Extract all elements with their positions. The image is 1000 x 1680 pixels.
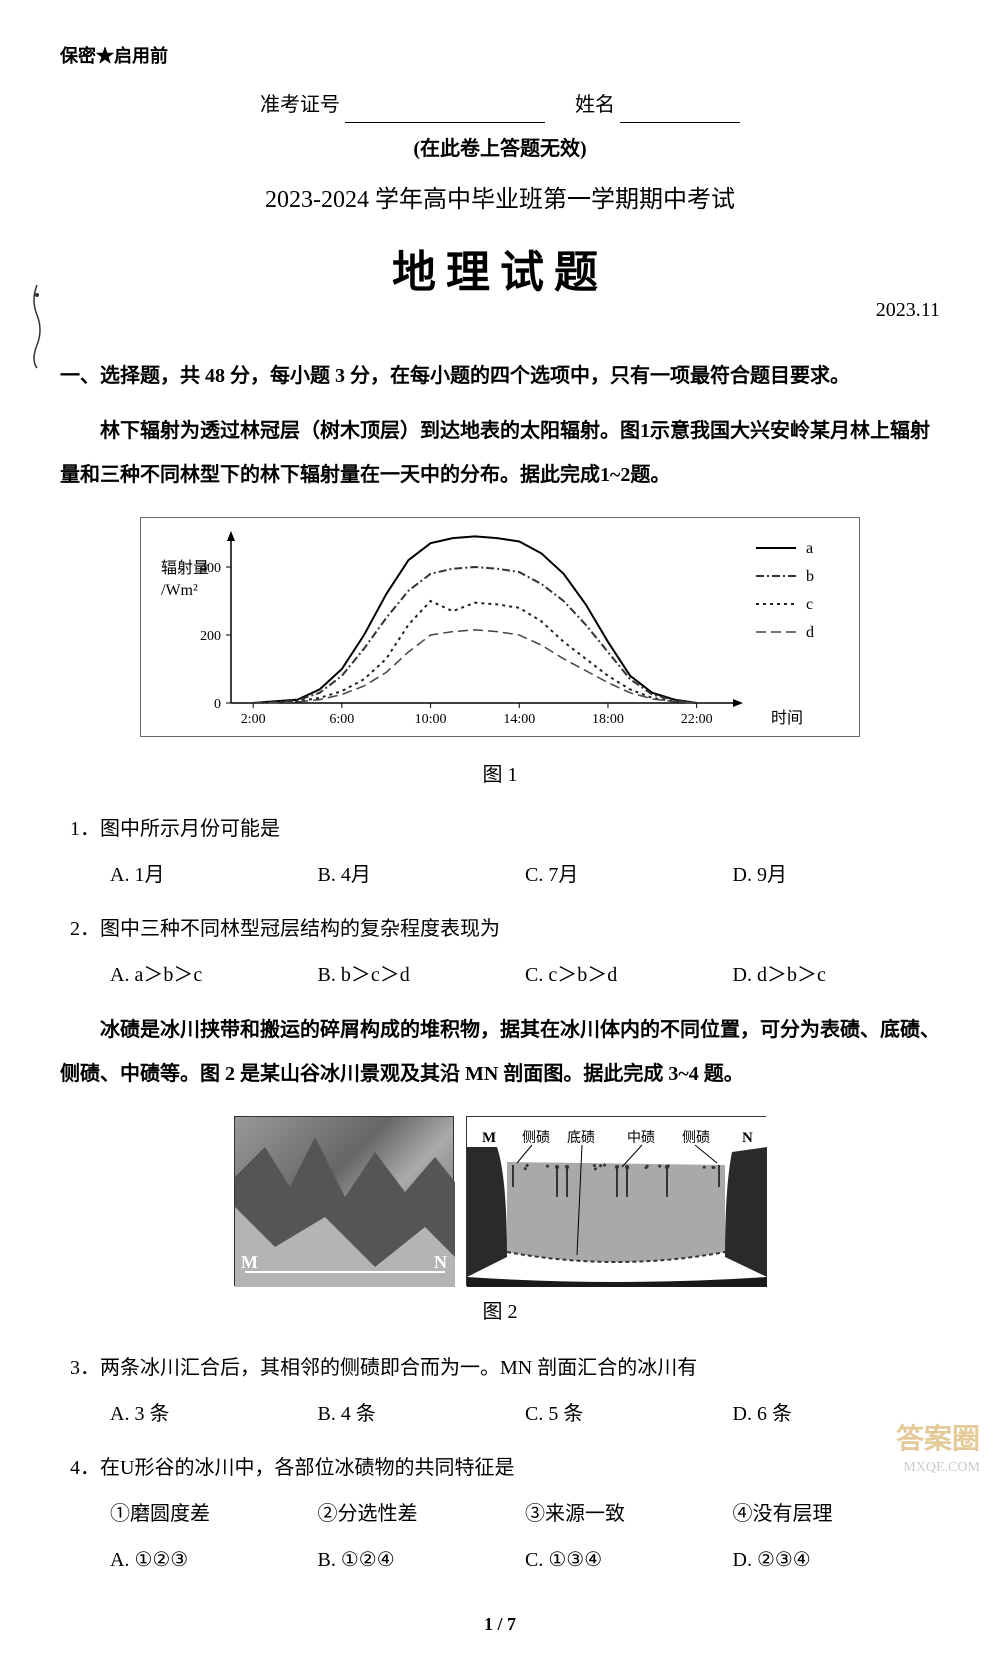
q4-D[interactable]: D. ②③④ [733,1542,941,1578]
svg-text:14:00: 14:00 [503,712,535,727]
svg-text:6:00: 6:00 [329,712,354,727]
q1-options: A. 1月 B. 4月 C. 7月 D. 9月 [60,857,940,893]
q4-o4: ④没有层理 [733,1496,941,1532]
svg-text:c: c [806,596,813,613]
figure2-photo-N: N [434,1246,447,1278]
svg-text:底碛: 底碛 [567,1130,595,1146]
svg-text:0: 0 [214,697,221,712]
q4-o2: ②分选性差 [318,1496,526,1532]
q2-D[interactable]: D. d＞b＞c [733,957,941,993]
q3-A[interactable]: A. 3 条 [110,1396,318,1432]
q3-C[interactable]: C. 5 条 [525,1396,733,1432]
figure2-container: M N M 侧碛 底碛 中碛 侧碛 N 图 2 [200,1116,800,1330]
q3-B[interactable]: B. 4 条 [318,1396,526,1432]
svg-text:2:00: 2:00 [241,712,266,727]
q3-text: 3．两条冰川汇合后，其相邻的侧碛即合而为一。MN 剖面汇合的冰川有 [60,1350,940,1386]
figure2-photo-M: M [241,1246,258,1278]
svg-text:b: b [806,568,814,585]
q4-options: A. ①②③ B. ①②④ C. ①③④ D. ②③④ [60,1542,940,1578]
svg-text:N: N [742,1130,753,1146]
q2-B[interactable]: B. b＞c＞d [318,957,526,993]
q4-B[interactable]: B. ①②④ [318,1542,526,1578]
passage2: 冰碛是冰川挟带和搬运的碎屑构成的堆积物，据其在冰川体内的不同位置，可分为表碛、底… [60,1008,940,1096]
figure2-cross-section: M 侧碛 底碛 中碛 侧碛 N [466,1116,766,1286]
figure2-caption: 图 2 [200,1294,800,1330]
chart1-caption: 图 1 [60,757,940,793]
q3-options: A. 3 条 B. 4 条 C. 5 条 D. 6 条 [60,1396,940,1432]
q4-C[interactable]: C. ①③④ [525,1542,733,1578]
svg-text:辐射量: 辐射量 [161,559,209,577]
q1-text: 1．图中所示月份可能是 [60,811,940,847]
figure2-photo: M N [234,1116,454,1286]
svg-text:18:00: 18:00 [592,712,624,727]
svg-text:中碛: 中碛 [627,1130,655,1146]
name-label: 姓名 [575,94,615,116]
svg-text:d: d [806,624,814,641]
header-secret: 保密★启用前 [60,40,940,72]
page-number: 1 / 7 [60,1608,940,1640]
ticket-label: 准考证号 [260,94,340,116]
svg-text:22:00: 22:00 [681,712,713,727]
q4-o3: ③来源一致 [525,1496,733,1532]
q1-A[interactable]: A. 1月 [110,857,318,893]
q1-D[interactable]: D. 9月 [733,857,941,893]
header-ticket-line: 准考证号 姓名 [60,87,940,123]
q4-text: 4．在U形谷的冰川中，各部位冰碛物的共同特征是 [60,1450,940,1486]
svg-text:侧碛: 侧碛 [682,1130,710,1146]
chart1: 02004002:006:0010:0014:0018:0022:00辐射量/W… [140,517,860,737]
name-blank[interactable] [620,101,740,123]
side-decoration [25,280,49,370]
q1-B[interactable]: B. 4月 [318,857,526,893]
header-exam: 2023-2024 学年高中毕业班第一学期期中考试 [60,179,940,222]
q1-C[interactable]: C. 7月 [525,857,733,893]
q2-A[interactable]: A. a＞b＞c [110,957,318,993]
q4-A[interactable]: A. ①②③ [110,1542,318,1578]
svg-text:a: a [806,540,813,557]
header-note: (在此卷上答题无效) [60,131,940,167]
q2-C[interactable]: C. c＞b＞d [525,957,733,993]
q2-options: A. a＞b＞c B. b＞c＞d C. c＞b＞d D. d＞b＞c [60,957,940,993]
svg-text:时间: 时间 [771,709,803,727]
q3-D[interactable]: D. 6 条 [733,1396,941,1432]
svg-text:M: M [482,1130,496,1146]
q2-text: 2．图中三种不同林型冠层结构的复杂程度表现为 [60,911,940,947]
svg-text:/Wm²: /Wm² [161,582,198,599]
ticket-blank[interactable] [345,101,545,123]
section1-title: 一、选择题，共 48 分，每小题 3 分，在每小题的四个选项中，只有一项最符合题… [60,358,940,394]
svg-text:200: 200 [200,629,221,644]
chart1-container: 02004002:006:0010:0014:0018:0022:00辐射量/W… [140,517,860,737]
svg-text:10:00: 10:00 [415,712,447,727]
q4-subitems: ①磨圆度差 ②分选性差 ③来源一致 ④没有层理 [60,1496,940,1532]
svg-text:侧碛: 侧碛 [522,1130,550,1146]
passage1: 林下辐射为透过林冠层（树木顶层）到达地表的太阳辐射。图1示意我国大兴安岭某月林上… [60,409,940,497]
q4-o1: ①磨圆度差 [110,1496,318,1532]
